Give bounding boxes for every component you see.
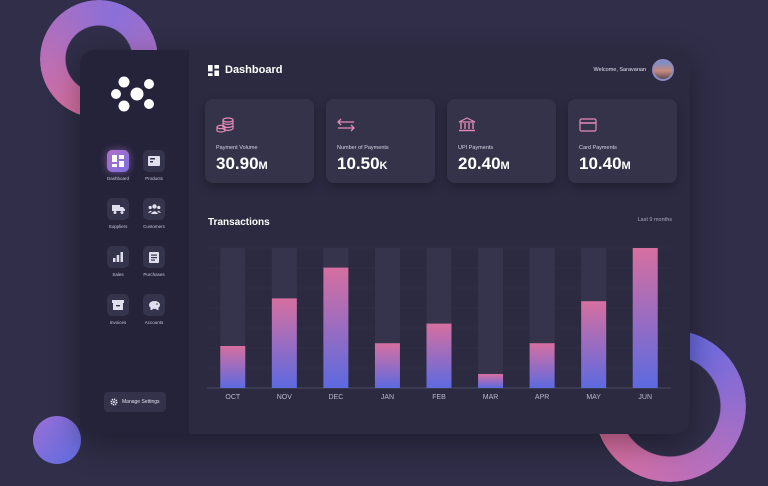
stat-card-number-of-payments[interactable]: Number of Payments 10.50K bbox=[326, 99, 435, 183]
sidebar: Dashboard Products Suppliers Customers bbox=[80, 50, 189, 434]
sidebar-item-dashboard[interactable]: Dashboard bbox=[100, 150, 136, 181]
gear-icon bbox=[110, 398, 118, 406]
sidebar-item-customers[interactable]: Customers bbox=[136, 198, 172, 229]
transactions-range-label[interactable]: Last 9 months bbox=[637, 217, 672, 223]
sidebar-item-label: Sales bbox=[112, 272, 124, 277]
stat-value: 10.50K bbox=[337, 154, 388, 173]
chart-bar-apr[interactable] bbox=[529, 343, 555, 388]
chart-bar-track bbox=[478, 248, 504, 388]
page-title: Dashboard bbox=[208, 64, 282, 76]
chart-bar-mar[interactable] bbox=[478, 374, 504, 388]
page-title-text: Dashboard bbox=[225, 64, 283, 76]
sidebar-item-label: Customers bbox=[143, 224, 165, 229]
bank-icon bbox=[458, 117, 476, 132]
chart-x-tick-label: MAY bbox=[586, 394, 601, 401]
dashboard-window: Dashboard Products Suppliers Customers bbox=[80, 50, 690, 434]
stat-card-payment-volume[interactable]: Payment Volume 30.90M bbox=[205, 99, 314, 183]
sidebar-item-label: Accounts bbox=[144, 320, 164, 325]
chart-x-tick-label: MAR bbox=[483, 394, 499, 401]
dashboard-icon bbox=[208, 64, 219, 76]
welcome-text: Welcome, Saravanan bbox=[593, 67, 646, 73]
sidebar-item-suppliers[interactable]: Suppliers bbox=[100, 198, 136, 229]
chart-x-tick-label: FEB bbox=[432, 394, 446, 401]
sidebar-item-sales[interactable]: Sales bbox=[100, 246, 136, 277]
sidebar-item-invoices[interactable]: Invoices bbox=[100, 294, 136, 325]
chart-bar-dec[interactable] bbox=[323, 267, 349, 388]
customers-icon bbox=[143, 198, 165, 220]
invoice-icon bbox=[107, 294, 129, 316]
stat-card-upi-payments[interactable]: UPI Payments 20.40M bbox=[447, 99, 556, 183]
stat-label: Number of Payments bbox=[337, 145, 389, 151]
piggy-bank-icon bbox=[143, 294, 165, 316]
products-icon bbox=[143, 150, 165, 172]
sidebar-item-label: Products bbox=[145, 176, 163, 181]
stat-value: 10.40M bbox=[579, 154, 631, 173]
truck-icon bbox=[107, 198, 129, 220]
chart-bar-may[interactable] bbox=[581, 301, 607, 388]
stat-label: Card Payments bbox=[579, 145, 617, 151]
stat-value: 30.90M bbox=[216, 154, 268, 173]
manage-settings-label: Manage Settings bbox=[122, 399, 160, 405]
sidebar-item-label: Invoices bbox=[109, 320, 127, 325]
dashboard-icon bbox=[107, 150, 129, 172]
stat-label: UPI Payments bbox=[458, 145, 494, 151]
sidebar-nav: Dashboard Products Suppliers Customers bbox=[100, 150, 172, 325]
app-logo bbox=[111, 76, 154, 112]
bar-chart-icon bbox=[107, 246, 129, 268]
chart-x-tick-label: APR bbox=[535, 394, 549, 401]
credit-card-icon bbox=[579, 118, 597, 132]
avatar[interactable] bbox=[652, 59, 674, 81]
chart-bar-nov[interactable] bbox=[271, 298, 297, 388]
stats-row: Payment Volume 30.90M Number of Payments… bbox=[205, 99, 677, 183]
decorative-dot-bottom-left bbox=[33, 416, 81, 464]
stat-value: 20.40M bbox=[458, 154, 510, 173]
chart-bar-oct[interactable] bbox=[220, 346, 246, 388]
chart-x-tick-label: NOV bbox=[277, 394, 293, 401]
coins-icon bbox=[216, 117, 234, 133]
transactions-title: Transactions bbox=[208, 217, 270, 228]
chart-x-tick-label: OCT bbox=[225, 394, 241, 401]
stat-label: Payment Volume bbox=[216, 145, 258, 151]
chart-x-tick-label: JAN bbox=[381, 394, 394, 401]
chart-bar-jun[interactable] bbox=[632, 248, 658, 388]
sidebar-item-purchases[interactable]: Purchases bbox=[136, 246, 172, 277]
manage-settings-button[interactable]: Manage Settings bbox=[104, 392, 166, 412]
chart-bar-feb[interactable] bbox=[426, 323, 452, 388]
receipt-icon bbox=[143, 246, 165, 268]
main-content: Dashboard Welcome, Saravanan Payment Vol… bbox=[189, 50, 690, 434]
chart-bar-jan[interactable] bbox=[374, 343, 400, 388]
sidebar-item-label: Purchases bbox=[143, 272, 165, 277]
sidebar-item-accounts[interactable]: Accounts bbox=[136, 294, 172, 325]
user-welcome: Welcome, Saravanan bbox=[594, 59, 674, 81]
sidebar-item-label: Suppliers bbox=[108, 224, 128, 229]
transfer-arrows-icon bbox=[337, 118, 355, 132]
chart-x-tick-label: JUN bbox=[638, 394, 652, 401]
sidebar-item-label: Dashboard bbox=[106, 176, 129, 181]
sidebar-item-products[interactable]: Products bbox=[136, 150, 172, 181]
stat-card-card-payments[interactable]: Card Payments 10.40M bbox=[568, 99, 677, 183]
chart-x-tick-label: DEC bbox=[328, 394, 343, 401]
transactions-bar-chart: OCT NOV DEC JAN FEB MAR APR MAY JUN bbox=[207, 247, 671, 401]
